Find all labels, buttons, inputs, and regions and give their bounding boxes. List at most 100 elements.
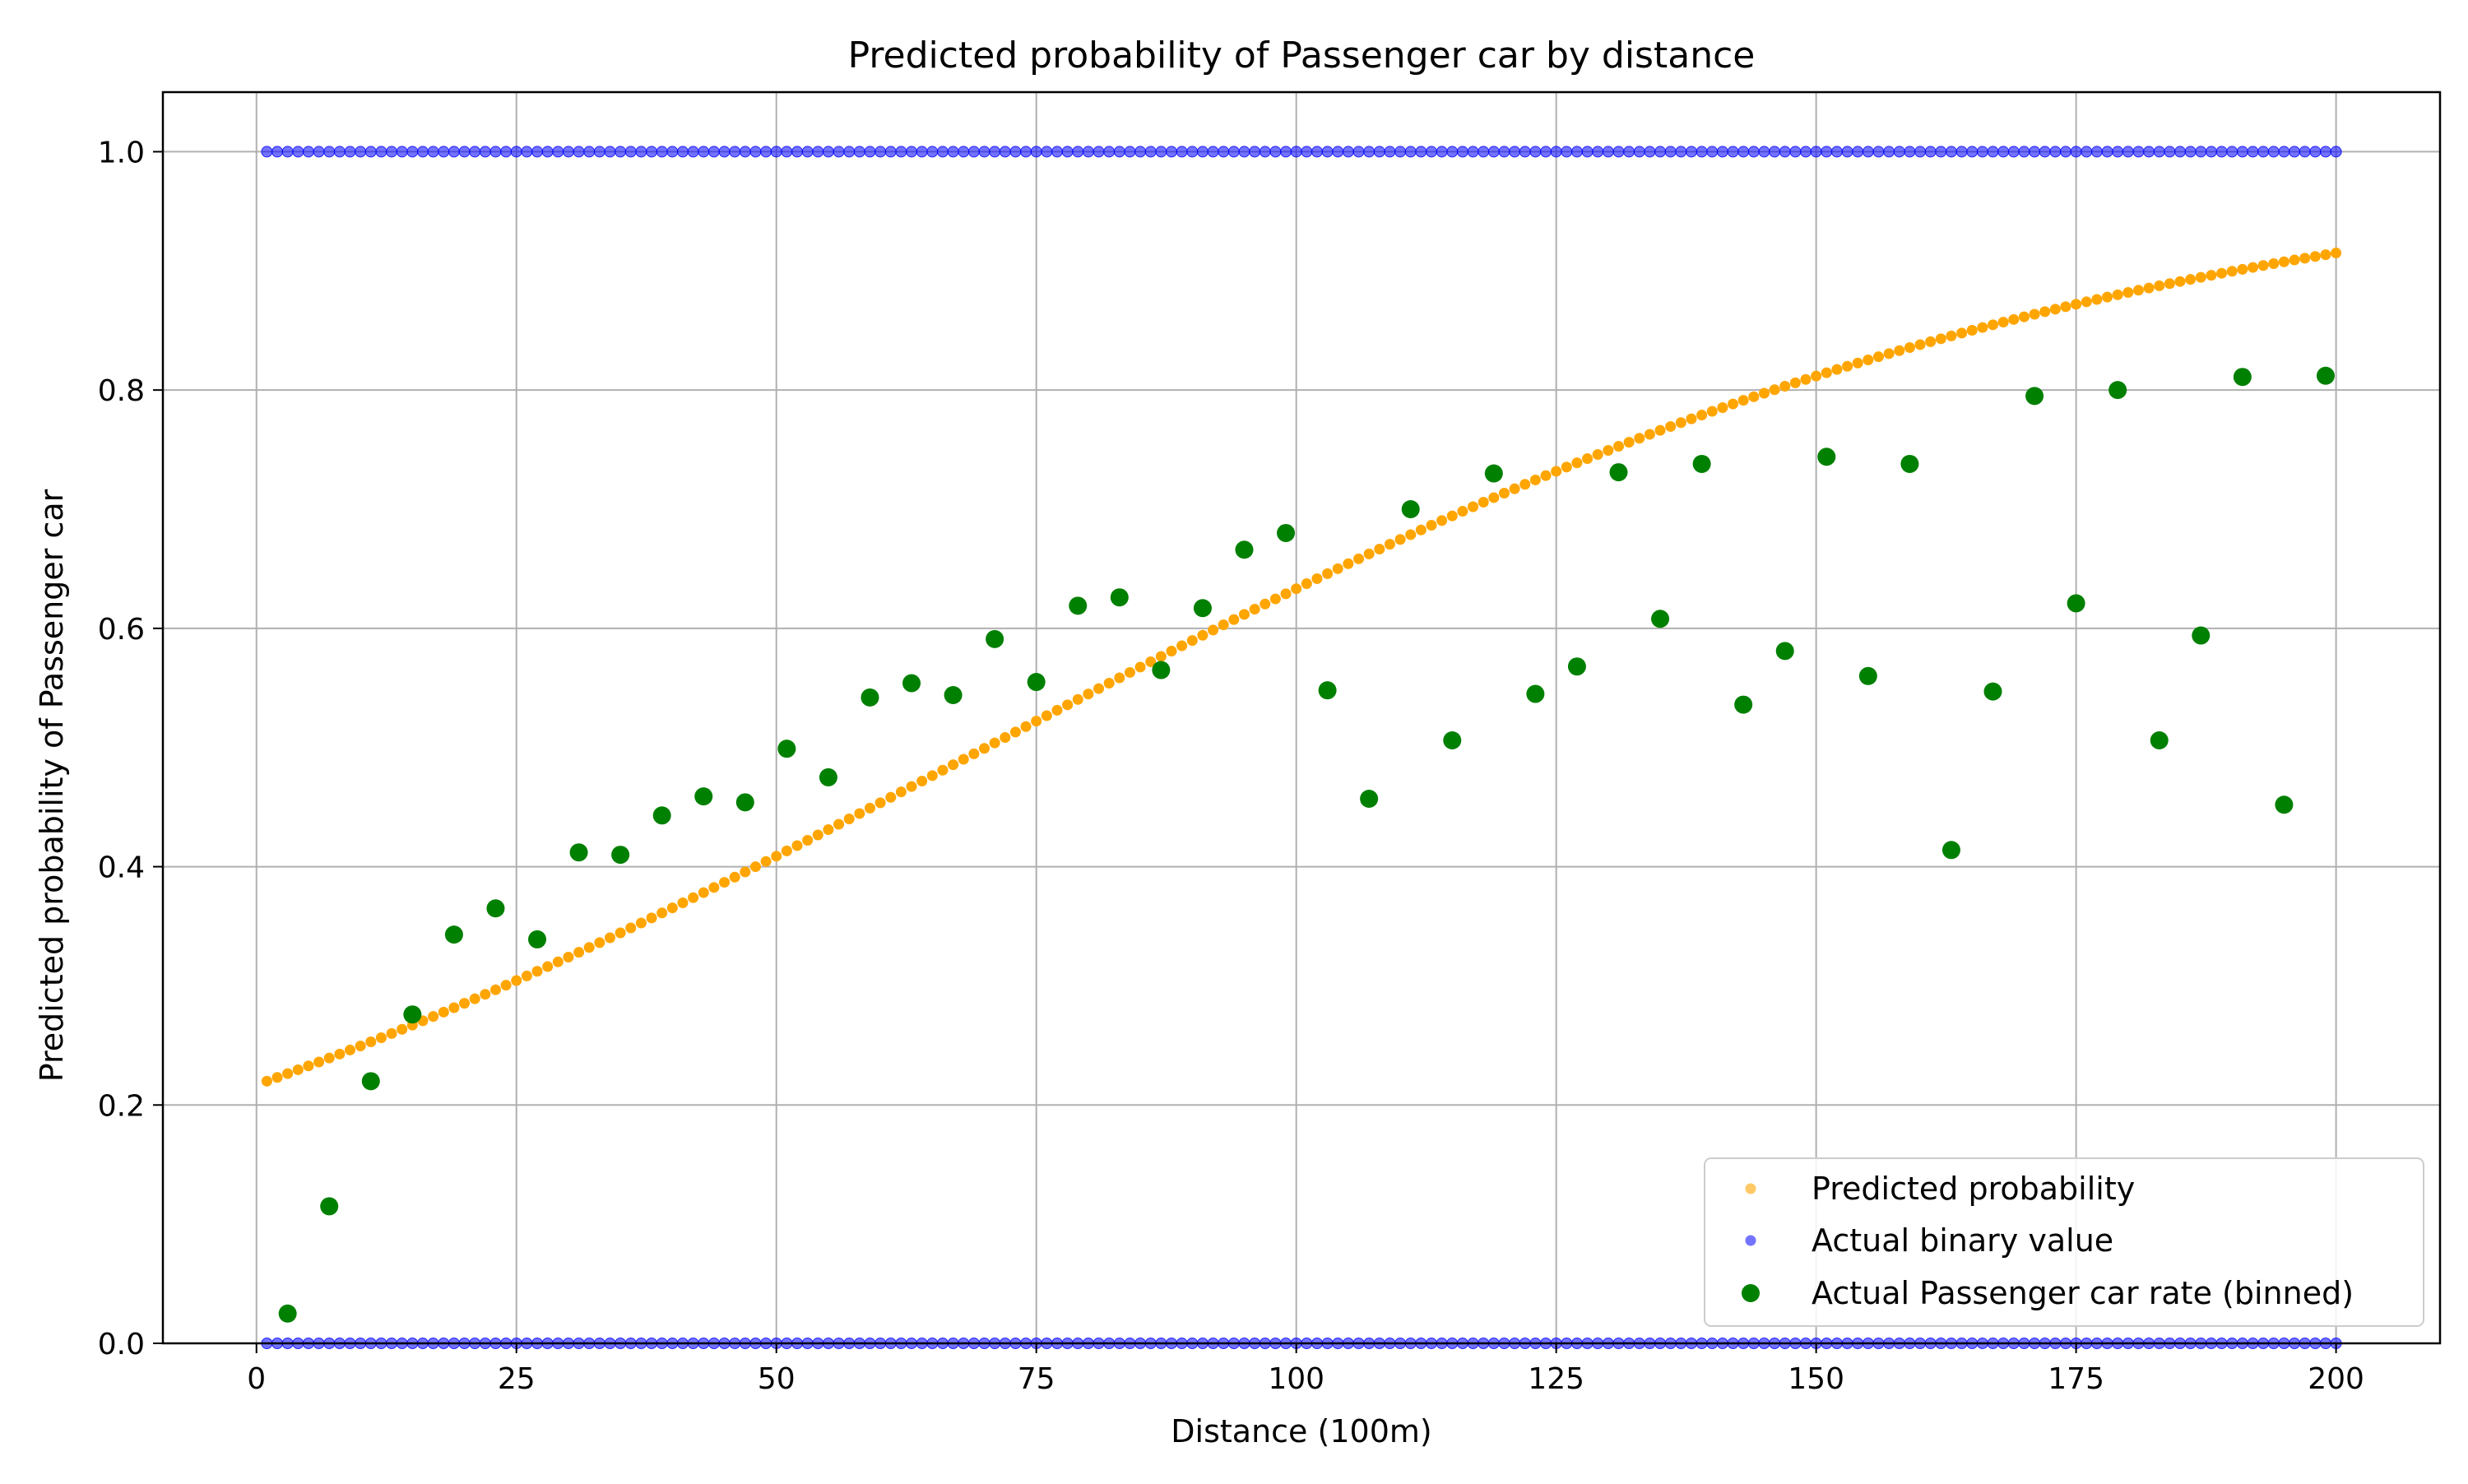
actual-binary-point	[1487, 146, 1500, 158]
actual-binary-point	[313, 146, 325, 158]
predicted-probability-point	[2122, 287, 2134, 299]
predicted-probability-point	[428, 1011, 439, 1023]
actual-binary-point	[1280, 146, 1292, 158]
actual-binary-point	[1821, 146, 1833, 158]
predicted-probability-point	[1394, 534, 1406, 545]
actual-binary-point	[1093, 146, 1105, 158]
predicted-probability-point	[1571, 457, 1583, 469]
predicted-probability-point	[563, 951, 574, 962]
actual-binary-point	[926, 146, 939, 158]
predicted-probability-point	[1686, 413, 1697, 424]
actual-binary-point	[2081, 146, 2093, 158]
actual-binary-point	[2049, 146, 2062, 158]
predicted-probability-point	[989, 737, 1000, 749]
actual-binary-point	[833, 146, 845, 158]
x-tick-label: 25	[498, 1362, 536, 1396]
predicted-probability-point	[1894, 345, 1905, 356]
binned-rate-point	[486, 899, 505, 918]
predicted-probability-point	[802, 835, 814, 846]
predicted-probability-point	[2112, 289, 2123, 300]
y-tick-label: 0.0	[98, 1328, 145, 1361]
actual-binary-point	[1633, 146, 1645, 158]
actual-binary-point	[1987, 146, 1999, 158]
binned-rate-point	[1609, 463, 1628, 482]
predicted-probability-point	[1748, 391, 1760, 402]
actual-binary-point	[1664, 146, 1677, 158]
actual-binary-point	[1155, 146, 1167, 158]
actual-binary-point	[656, 146, 668, 158]
binned-rate-point	[361, 1072, 380, 1091]
predicted-probability-point	[812, 829, 823, 841]
predicted-probability-point	[1249, 604, 1260, 615]
predicted-probability-point	[677, 897, 689, 909]
predicted-probability-point	[937, 764, 949, 776]
actual-binary-point	[261, 146, 273, 158]
actual-binary-point	[1592, 146, 1604, 158]
actual-binary-point	[1301, 146, 1313, 158]
predicted-probability-point	[749, 861, 761, 873]
legend-label: Actual binary value	[1812, 1222, 2113, 1259]
binned-rate-point	[2233, 368, 2252, 387]
binned-rate-point	[861, 688, 879, 707]
actual-binary-point	[1976, 146, 1988, 158]
predicted-probability-point	[438, 1006, 449, 1018]
predicted-probability-point	[1332, 563, 1343, 574]
predicted-probability-point	[1457, 506, 1468, 517]
predicted-probability-point	[1124, 666, 1135, 678]
predicted-probability-point	[1925, 336, 1937, 347]
actual-binary-point	[1249, 146, 1261, 158]
actual-binary-point	[801, 146, 814, 158]
actual-binary-point	[874, 146, 887, 158]
predicted-probability-point	[1269, 593, 1281, 605]
actual-binary-point	[1966, 146, 1979, 158]
actual-binary-point	[1030, 146, 1042, 158]
predicted-probability-point	[1654, 424, 1666, 436]
predicted-probability-point	[323, 1052, 335, 1064]
actual-binary-point	[375, 146, 387, 158]
predicted-probability-point	[1852, 357, 1863, 369]
legend-label: Actual Passenger car rate (binned)	[1812, 1275, 2354, 1311]
predicted-probability-point	[2237, 263, 2248, 275]
actual-binary-point	[2090, 146, 2103, 158]
actual-binary-point	[271, 146, 284, 158]
predicted-probability-point	[2018, 311, 2030, 322]
predicted-probability-point	[1769, 384, 1780, 396]
predicted-probability-point	[1582, 453, 1594, 465]
predicted-probability-point	[2174, 276, 2186, 287]
predicted-probability-point	[1811, 370, 1822, 382]
actual-binary-point	[1519, 146, 1531, 158]
actual-binary-point	[1935, 146, 1947, 158]
actual-binary-point	[2267, 146, 2280, 158]
x-tick-label: 175	[2048, 1362, 2104, 1396]
predicted-probability-point	[1031, 716, 1042, 727]
predicted-probability-point	[1872, 351, 1884, 363]
predicted-probability-point	[1612, 441, 1624, 452]
binned-rate-point	[1360, 790, 1379, 809]
predicted-probability-point	[1197, 629, 1208, 641]
predicted-probability-point	[531, 966, 543, 977]
predicted-probability-point	[885, 791, 897, 803]
predicted-probability-point	[1946, 330, 1957, 341]
actual-binary-point	[916, 146, 928, 158]
predicted-probability-point	[292, 1064, 304, 1075]
predicted-probability-point	[1935, 333, 1946, 345]
actual-binary-point	[1072, 146, 1084, 158]
actual-binary-point	[812, 146, 824, 158]
actual-binary-point	[978, 146, 990, 158]
actual-binary-point	[386, 146, 398, 158]
actual-binary-point	[1218, 146, 1230, 158]
binned-rate-point	[2316, 366, 2335, 385]
predicted-probability-point	[1000, 732, 1011, 744]
actual-binary-point	[1561, 146, 1573, 158]
actual-binary-point	[1394, 146, 1407, 158]
predicted-probability-point	[781, 845, 792, 856]
predicted-probability-point	[1062, 699, 1074, 711]
binned-rate-point	[1900, 454, 1919, 473]
predicted-probability-point	[1956, 327, 1968, 339]
binned-rate-point	[2067, 594, 2085, 613]
actual-binary-point	[1893, 146, 1905, 158]
actual-binary-point	[2309, 146, 2322, 158]
predicted-probability-point	[1737, 395, 1749, 406]
predicted-probability-point	[604, 932, 615, 944]
